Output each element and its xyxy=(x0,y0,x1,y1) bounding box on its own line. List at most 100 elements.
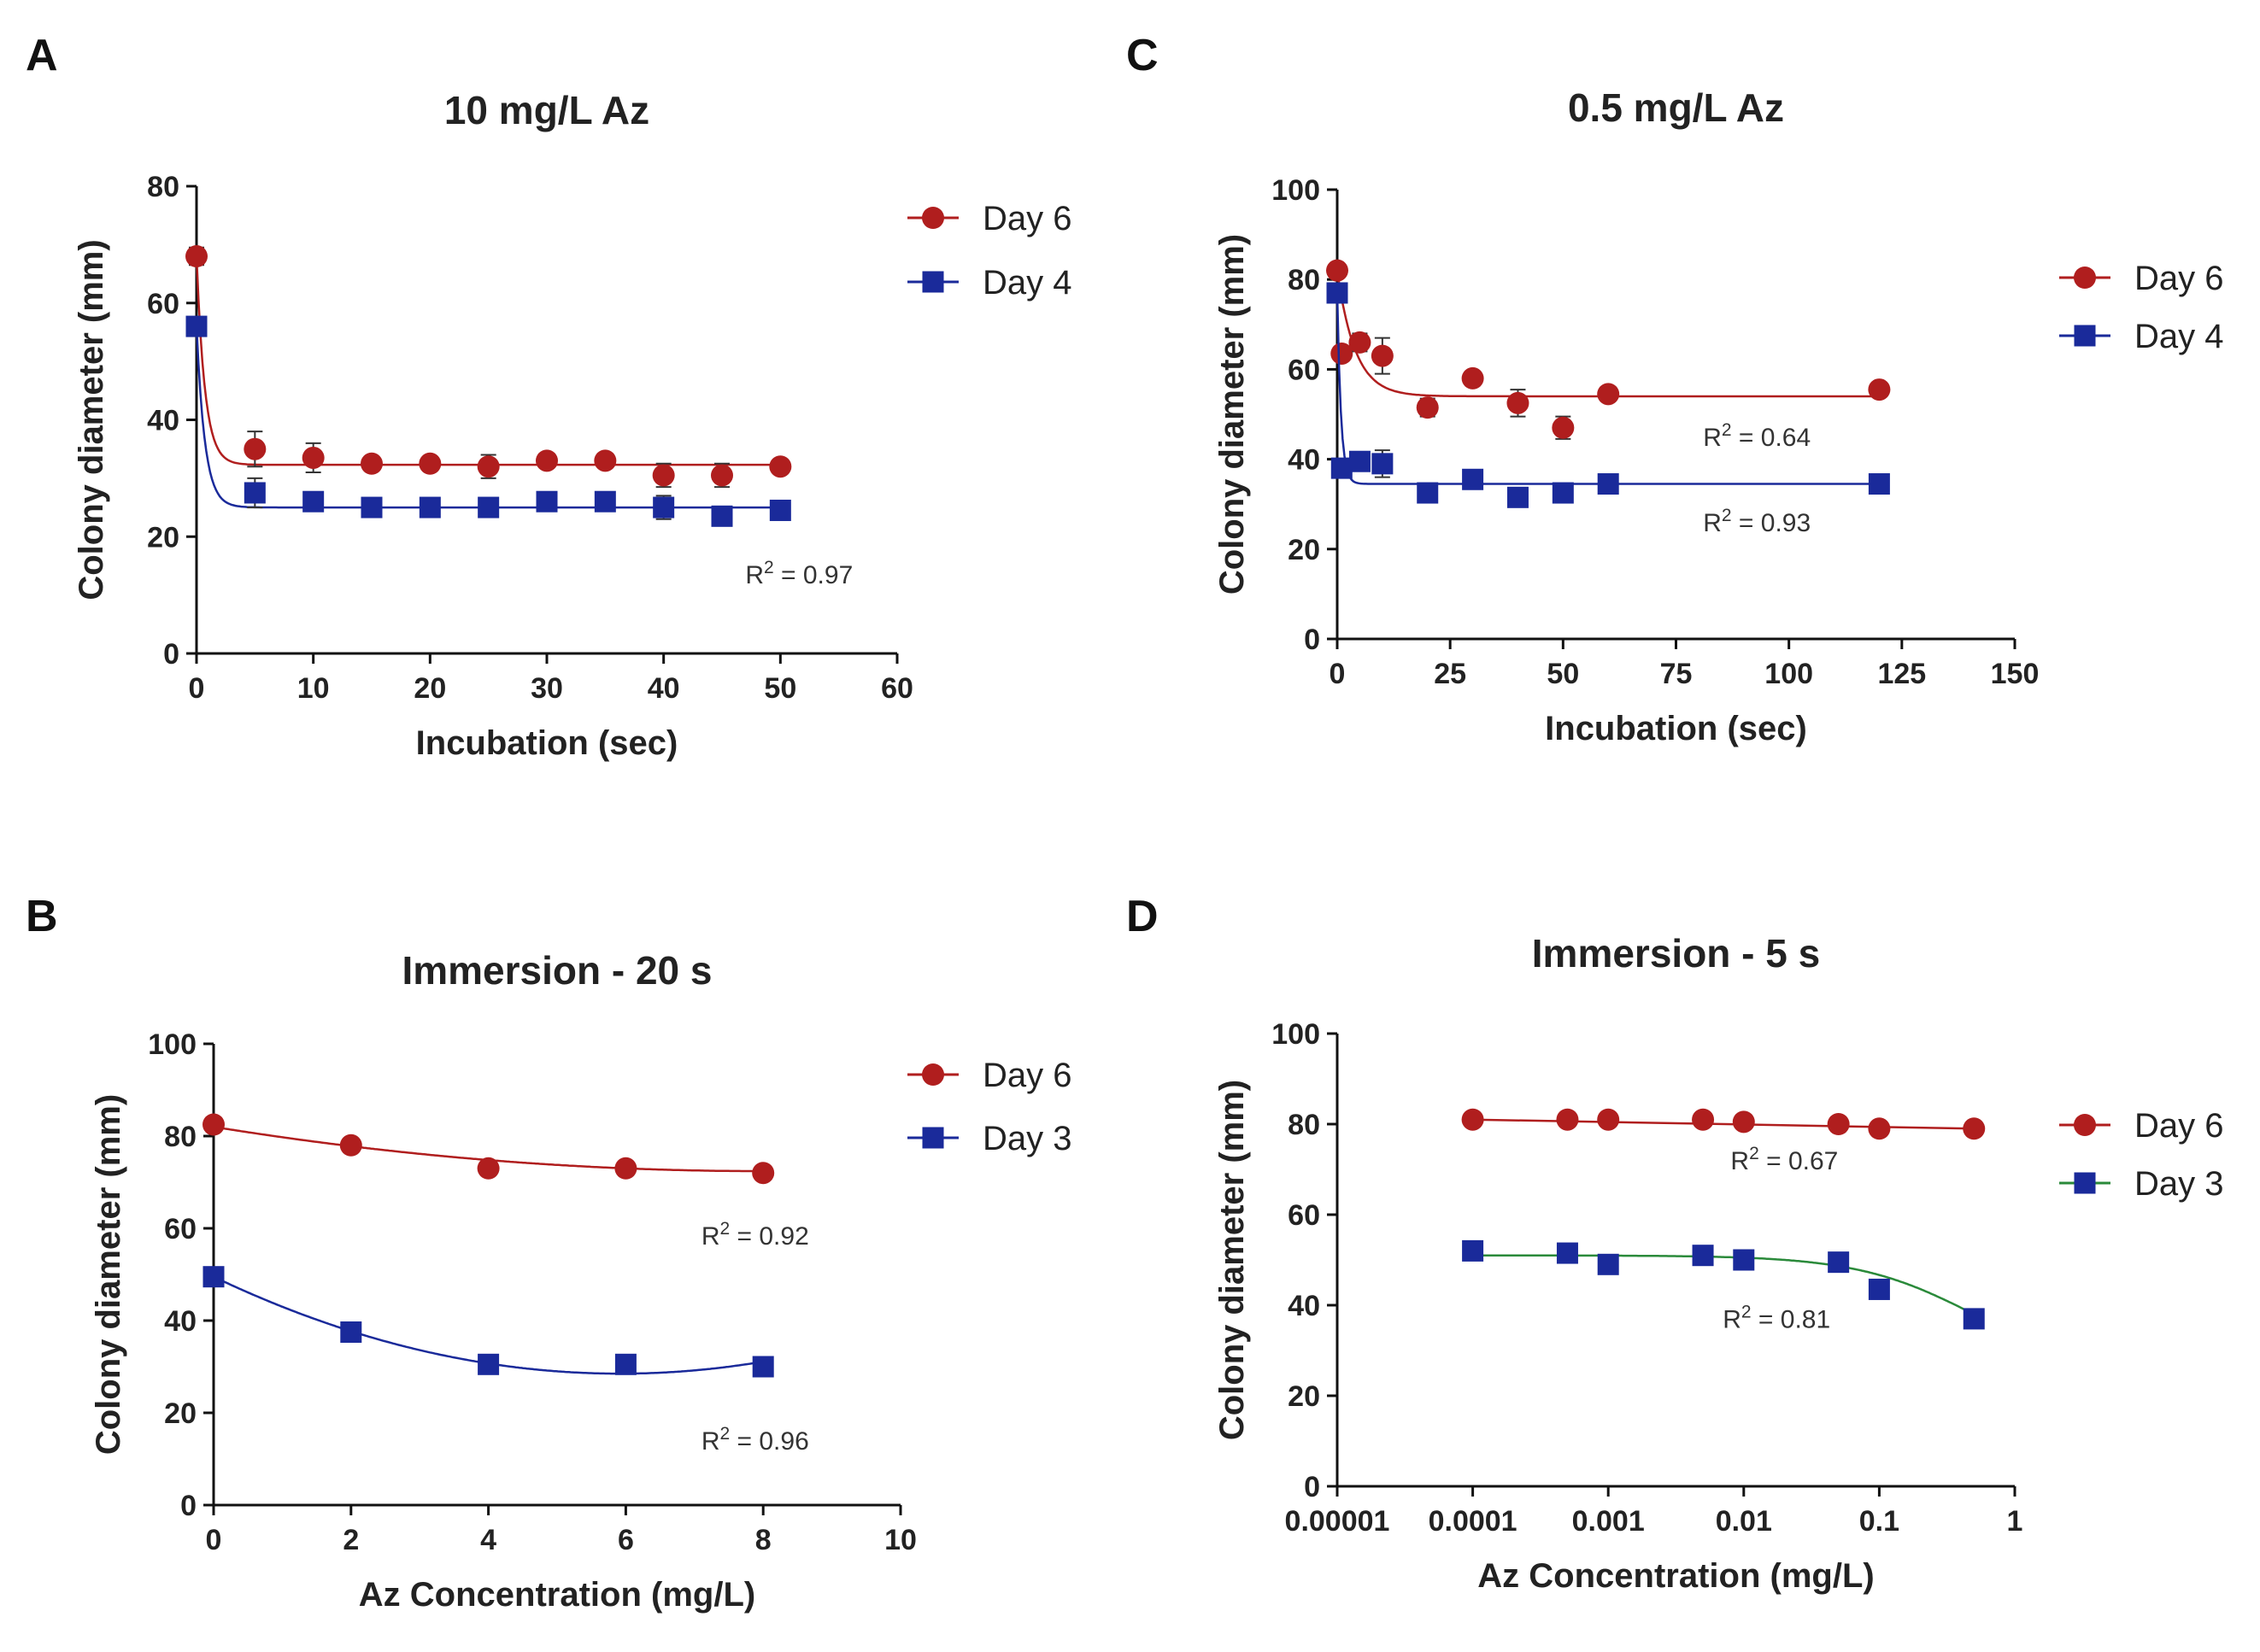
data-point xyxy=(339,1134,362,1157)
y-axis-label: Colony diameter (mm) xyxy=(90,1094,127,1455)
legend-marker xyxy=(922,207,944,229)
data-point xyxy=(536,449,558,472)
data-point xyxy=(1371,344,1394,367)
r-sup: 2 xyxy=(1722,420,1732,440)
x-tick-label: 20 xyxy=(414,672,446,705)
x-tick-label: 0.1 xyxy=(1859,1505,1899,1538)
panel-letter: D xyxy=(1126,892,1159,941)
legend-marker xyxy=(2074,325,2096,347)
data-point xyxy=(1506,486,1529,508)
data-point xyxy=(1692,1108,1715,1131)
data-point xyxy=(1868,1117,1891,1140)
r-sup: 2 xyxy=(764,558,774,577)
y-tick-label: 40 xyxy=(1288,1290,1320,1322)
legend-marker xyxy=(2074,1172,2096,1194)
r-text: R xyxy=(701,1427,720,1456)
data-point xyxy=(478,496,500,518)
x-tick-label: 6 xyxy=(618,1524,634,1556)
data-point xyxy=(477,1157,500,1180)
panel-d: D Immersion - 5 s 0 20 40 60 80 100 0.00001 0.000… xyxy=(1126,892,2224,1595)
r-text: R xyxy=(1703,424,1722,452)
r-value: = 0.96 xyxy=(730,1427,809,1456)
legend-label: Day 3 xyxy=(983,1120,1072,1157)
x-tick-label: 10 xyxy=(297,672,330,705)
x-tick-label: 100 xyxy=(1764,658,1813,690)
data-point xyxy=(711,505,733,527)
data-point xyxy=(594,449,617,472)
x-tick-label: 0.01 xyxy=(1716,1505,1772,1538)
data-point xyxy=(477,455,500,478)
data-point xyxy=(1732,1110,1755,1134)
y-tick-label: 60 xyxy=(164,1213,197,1245)
data-point xyxy=(1597,383,1620,406)
y-tick-label: 100 xyxy=(1271,1018,1320,1051)
data-point xyxy=(1868,378,1891,401)
fit-curve-day-4 xyxy=(195,326,781,509)
fit-curve-day-6 xyxy=(195,256,781,466)
x-tick-label: 50 xyxy=(764,672,796,705)
legend-label: Day 4 xyxy=(983,264,1072,302)
legend-marker xyxy=(922,1063,944,1086)
chart-title: 10 mg/L Az xyxy=(444,88,649,132)
data-point xyxy=(1828,1251,1850,1274)
legend-label: Day 3 xyxy=(2134,1165,2224,1203)
panel-a: A 10 mg/L Az 0 20 40 60 80 0 10 20 30 40 50 60 Incubat… xyxy=(26,31,1072,762)
r-text: R xyxy=(745,561,764,589)
r-sup: 2 xyxy=(720,1424,731,1444)
data-point xyxy=(1868,473,1890,495)
y-tick-label: 0 xyxy=(1304,624,1320,656)
chart-title: Immersion - 5 s xyxy=(1532,931,1820,975)
x-axis-label: Incubation (sec) xyxy=(416,724,678,762)
x-tick-label: 0.00001 xyxy=(1285,1505,1390,1538)
y-tick-label: 0 xyxy=(180,1490,197,1522)
data-point xyxy=(1462,468,1484,490)
data-point xyxy=(1462,1239,1484,1262)
data-point xyxy=(361,496,383,518)
r-text: R xyxy=(701,1222,720,1251)
data-point xyxy=(244,437,267,460)
legend-marker xyxy=(2074,267,2096,289)
data-point xyxy=(711,464,733,487)
r-text: R xyxy=(1723,1306,1741,1334)
data-point xyxy=(1556,1242,1578,1264)
panel-letter: C xyxy=(1126,31,1159,80)
data-point xyxy=(1827,1113,1850,1135)
data-point xyxy=(1597,1253,1619,1275)
y-tick-label: 20 xyxy=(1288,534,1320,566)
legend-label: Day 6 xyxy=(2134,1107,2224,1145)
data-point xyxy=(1417,482,1439,504)
data-point xyxy=(361,452,383,475)
y-tick-label: 60 xyxy=(1288,354,1320,386)
fit-curve-day-6 xyxy=(1472,1118,1975,1130)
data-point xyxy=(203,1266,225,1288)
data-point xyxy=(1461,1108,1484,1131)
data-point xyxy=(769,455,792,478)
data-point xyxy=(419,452,442,475)
data-point xyxy=(1330,457,1353,479)
y-tick-label: 100 xyxy=(1271,174,1320,207)
fit-curve-day-3 xyxy=(1472,1254,1975,1315)
y-tick-label: 20 xyxy=(1288,1380,1320,1413)
r-value: = 0.64 xyxy=(1732,424,1811,452)
data-point xyxy=(185,245,208,268)
data-point xyxy=(1556,1108,1579,1131)
r-squared-annotation: R2 = 0.96 xyxy=(701,1424,809,1456)
data-point xyxy=(536,490,558,513)
legend-label: Day 4 xyxy=(2134,318,2224,355)
y-tick-label: 0 xyxy=(1304,1471,1320,1503)
data-point xyxy=(1552,416,1575,439)
x-tick-label: 8 xyxy=(755,1524,772,1556)
data-point xyxy=(614,1157,637,1180)
r-value: = 0.93 xyxy=(1732,509,1811,537)
data-point xyxy=(594,490,616,513)
y-axis-label: Colony diameter (mm) xyxy=(73,239,110,600)
y-tick-label: 80 xyxy=(1288,264,1320,296)
data-point xyxy=(185,315,208,337)
x-tick-label: 25 xyxy=(1434,658,1466,690)
data-point xyxy=(1371,453,1394,475)
data-point xyxy=(614,1353,637,1375)
y-tick-label: 20 xyxy=(147,521,179,554)
data-point xyxy=(1461,366,1484,390)
r-text: R xyxy=(1703,509,1722,537)
